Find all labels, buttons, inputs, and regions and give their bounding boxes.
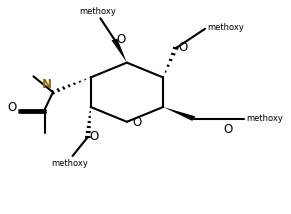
Text: O: O xyxy=(117,33,126,46)
Text: O: O xyxy=(90,130,99,143)
Text: methoxy: methoxy xyxy=(79,7,116,16)
Text: methoxy: methoxy xyxy=(208,23,245,32)
Text: methoxy: methoxy xyxy=(51,159,88,168)
Polygon shape xyxy=(163,107,195,121)
Text: N: N xyxy=(42,77,52,91)
Text: O: O xyxy=(178,41,187,54)
Text: O: O xyxy=(223,123,232,136)
Text: O: O xyxy=(7,101,17,114)
Polygon shape xyxy=(111,39,127,63)
Text: methoxy: methoxy xyxy=(246,114,283,123)
Text: O: O xyxy=(132,116,141,129)
